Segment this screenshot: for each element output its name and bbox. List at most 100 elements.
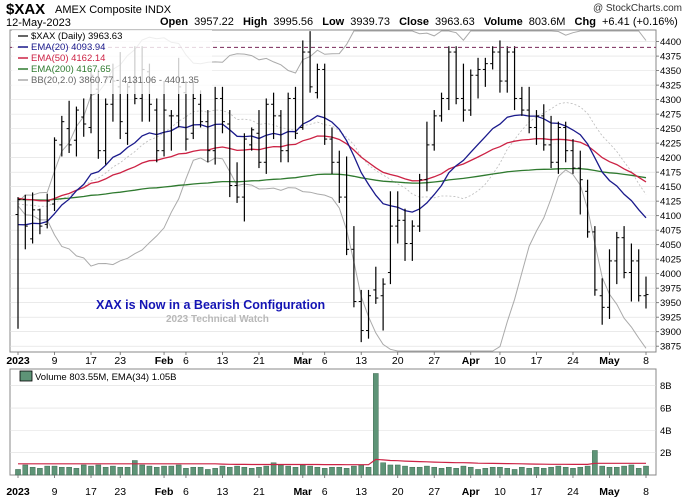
price-tick-label: 3975 xyxy=(660,284,681,295)
ohlc-bar xyxy=(212,86,218,165)
date-axis-bottom-label: 6 xyxy=(322,486,328,498)
ohlc-bar xyxy=(519,86,525,116)
ohlc-bar xyxy=(15,197,21,329)
volume-ema-line xyxy=(18,458,646,466)
price-tick-label: 4225 xyxy=(660,139,681,150)
ohlc-bar xyxy=(592,226,598,296)
volume-bar xyxy=(387,464,394,476)
volume-bar xyxy=(533,466,540,476)
date-axis-bottom-label: Apr xyxy=(462,486,480,498)
volume-bar xyxy=(88,465,94,476)
volume-bar xyxy=(219,465,226,476)
ohlc-bar xyxy=(271,92,277,140)
volume-bar xyxy=(300,464,306,476)
volume-bar xyxy=(555,465,562,476)
ohlc-bar xyxy=(300,40,306,130)
volume-bar xyxy=(570,468,576,476)
price-tick-label: 4175 xyxy=(660,168,681,179)
volume-bar xyxy=(234,465,240,476)
volume-bar xyxy=(621,465,627,476)
volume-bar xyxy=(205,469,211,476)
price-tick-label: 4325 xyxy=(660,81,681,92)
volume-bar xyxy=(438,468,445,476)
volume-bar xyxy=(146,465,153,476)
ema20-line xyxy=(17,114,647,226)
legend-ema50: EMA(50) 4162.14 xyxy=(31,53,105,64)
price-tick-label: 4200 xyxy=(660,153,681,164)
ohlc-bar xyxy=(460,63,466,122)
volume-bar xyxy=(102,466,109,476)
legend-volume: Volume 803.55M, EMA(34) 1.05B xyxy=(35,372,177,383)
ohlc-bar xyxy=(37,208,43,235)
volume-bar xyxy=(168,465,175,476)
date-axis-top-label: 17 xyxy=(531,355,543,367)
volume-bar xyxy=(402,465,408,476)
ohlc-bar xyxy=(395,191,401,244)
volume-bar xyxy=(526,468,532,476)
ohlc-bar xyxy=(249,127,255,151)
volume-bar xyxy=(475,469,481,476)
ohlc-bar xyxy=(198,90,204,128)
date-axis-bottom-label: 13 xyxy=(217,486,229,498)
low-label: Low xyxy=(322,16,345,28)
date-axis-top: 2023 9 17 23 Feb 6 13 21 Mar 6 13 20 27 Apr 10 17 24 May 8 xyxy=(6,352,649,367)
ohlc-bar xyxy=(533,110,539,145)
volume-bar xyxy=(241,466,248,476)
volume-tick-label: 4B xyxy=(660,426,672,437)
volume-bar xyxy=(95,464,102,476)
volume-bar xyxy=(424,465,430,476)
ohlc-bar xyxy=(599,278,605,325)
date-axis-bottom-label: 2023 xyxy=(6,486,30,498)
volume-bar xyxy=(132,460,138,476)
volume-bar xyxy=(541,468,547,476)
volume-bar xyxy=(110,465,116,476)
ohlc-bar xyxy=(548,115,554,169)
price-tick-label: 4350 xyxy=(660,66,681,77)
date-axis-bottom-label: 17 xyxy=(531,486,543,498)
date-axis-bottom-label: Mar xyxy=(293,486,312,498)
volume-bar xyxy=(197,466,204,476)
volume-bar xyxy=(599,465,605,476)
ohlc-bar xyxy=(263,98,269,174)
ohlc-bar xyxy=(329,127,335,174)
price-tick-label: 4100 xyxy=(660,211,681,222)
volume-bar xyxy=(285,465,291,476)
ohlc-bar xyxy=(424,121,430,192)
exchange-name: AMEX Composite INDX xyxy=(55,4,172,16)
ohlc-bar xyxy=(636,249,642,302)
ohlc-bar xyxy=(504,46,510,93)
chart-date: 12-May-2023 xyxy=(6,17,71,29)
volume-bar xyxy=(460,465,467,476)
volume-bar xyxy=(66,466,72,476)
date-axis-top-label: 6 xyxy=(322,355,328,367)
volume-bar xyxy=(519,466,525,476)
volume-bar xyxy=(15,469,21,476)
bb-lower-line xyxy=(17,157,647,352)
volume-bar xyxy=(504,468,511,476)
ohlc-bar xyxy=(585,179,591,238)
ohlc-bar xyxy=(497,40,503,93)
volume-bar xyxy=(336,466,343,476)
volume-bar xyxy=(175,464,182,476)
volume-bar xyxy=(562,466,569,476)
date-axis-bottom-label: 24 xyxy=(567,486,579,498)
volume-bar xyxy=(373,373,379,476)
high-label: High xyxy=(242,16,268,28)
ohlc-bar xyxy=(241,133,247,222)
annotation-subtitle: 2023 Technical Watch xyxy=(166,314,269,325)
volume-panel: 2B 4B 6B 8B Volume 803.55M, EMA(34) 1.05B xyxy=(9,368,672,476)
date-axis-top-label: Feb xyxy=(155,355,174,367)
ohlc-bar xyxy=(402,208,408,261)
price-panel: 3875 3900 3925 3950 3975 4000 4025 4050 4075 4100… xyxy=(9,29,681,353)
annotation-title: XAX is Now in a Bearish Configuration xyxy=(96,298,325,312)
volume-bar xyxy=(314,466,321,476)
volume-bar xyxy=(139,464,145,476)
volume-bar xyxy=(256,466,262,476)
price-tick-label: 4250 xyxy=(660,124,681,135)
ohlc-bar xyxy=(358,289,364,343)
ohlc-bar xyxy=(322,63,328,145)
volume-bars xyxy=(15,373,649,476)
ohlc-bar xyxy=(453,46,459,105)
price-tick-label: 4150 xyxy=(660,182,681,193)
